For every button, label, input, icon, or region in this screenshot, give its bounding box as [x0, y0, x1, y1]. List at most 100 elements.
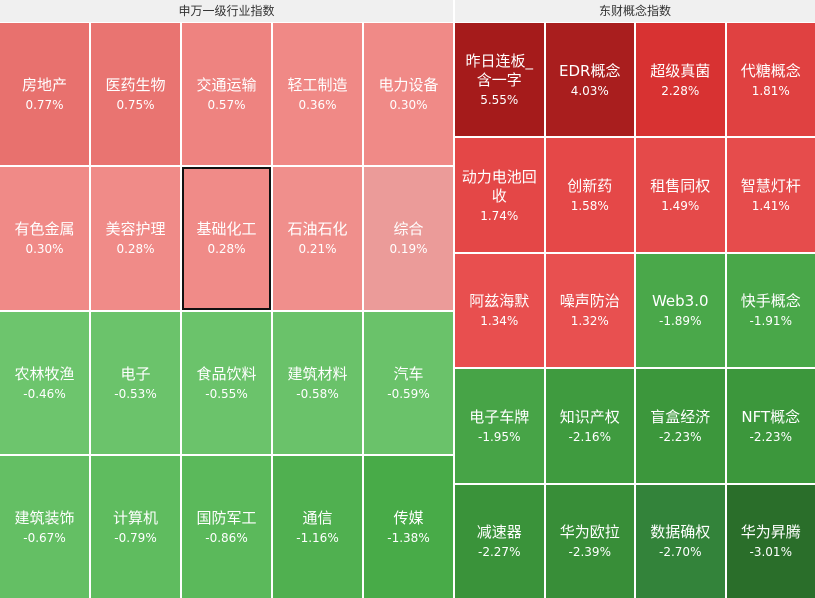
cell-change: -2.70%	[659, 545, 702, 560]
heatmap-cell[interactable]: 超级真菌 2.28%	[636, 23, 725, 137]
heatmap-cell[interactable]: 电子 -0.53%	[91, 311, 180, 454]
cell-name: 国防军工	[196, 508, 257, 527]
cell-change: 0.30%	[25, 242, 64, 257]
cell-change: 0.77%	[25, 98, 64, 113]
cell-name: 综合	[393, 220, 424, 239]
cell-change: -0.86%	[205, 530, 248, 545]
cell-name: 石油石化	[287, 220, 348, 239]
heatmap-cell[interactable]: 综合 0.19%	[364, 167, 453, 310]
heatmap-cell[interactable]: 智慧灯杆 1.41%	[726, 138, 815, 252]
cell-change: -1.16%	[296, 530, 339, 545]
heatmap-cell[interactable]: 电力设备 0.30%	[364, 23, 453, 166]
cell-change: -0.46%	[23, 386, 66, 401]
cell-change: -2.23%	[659, 429, 702, 444]
cell-name: EDR概念	[559, 61, 621, 80]
cell-change: 1.34%	[480, 314, 519, 329]
heatmap-cell[interactable]: 建筑材料 -0.58%	[273, 311, 362, 454]
heatmap-cell[interactable]: 昨日连板_含一字 5.55%	[455, 23, 544, 137]
heatmap-cell[interactable]: 创新药 1.58%	[545, 138, 634, 252]
cell-change: 1.32%	[570, 314, 609, 329]
cell-name: 动力电池回收	[461, 167, 537, 205]
cell-change: 1.74%	[480, 208, 519, 223]
heatmap-cell[interactable]: 数据确权 -2.70%	[636, 484, 725, 598]
heatmap-cell[interactable]: 国防军工 -0.86%	[182, 455, 271, 598]
cell-name: Web3.0	[651, 292, 709, 311]
heatmap-cell[interactable]: Web3.0 -1.89%	[636, 253, 725, 368]
cell-change: -1.91%	[749, 314, 792, 329]
cell-change: 1.81%	[751, 83, 790, 98]
cell-change: 4.03%	[570, 83, 609, 98]
heatmap-cell[interactable]: 华为欧拉 -2.39%	[545, 484, 634, 598]
cell-change: -0.79%	[114, 530, 157, 545]
cell-name: 知识产权	[559, 407, 620, 426]
cell-name: 电力设备	[378, 76, 439, 95]
heatmap-cell[interactable]: 盲盒经济 -2.23%	[636, 369, 725, 483]
cell-name: 建筑装饰	[14, 508, 75, 527]
heatmap-cell[interactable]: EDR概念 4.03%	[545, 23, 634, 137]
cell-name: 房地产	[21, 76, 67, 95]
cell-name: 快手概念	[740, 292, 801, 311]
cell-name: 计算机	[112, 508, 158, 527]
cell-name: 通信	[302, 508, 333, 527]
heatmap-cell[interactable]: 华为昇腾 -3.01%	[726, 484, 815, 598]
cell-name: 减速器	[476, 523, 522, 542]
heatmap-cell[interactable]: 计算机 -0.79%	[91, 455, 180, 598]
heatmap-cell[interactable]: 噪声防治 1.32%	[545, 253, 634, 368]
cell-change: 1.58%	[570, 199, 609, 214]
industry-grid: 房地产 0.77% 医药生物 0.75% 交通运输 0.57% 轻工制造 0.36% 电力设备 0…	[0, 22, 453, 598]
heatmap-cell[interactable]: 阿兹海默 1.34%	[455, 253, 544, 368]
cell-change: -0.55%	[205, 386, 248, 401]
cell-change: 0.21%	[298, 242, 337, 257]
heatmap-cell[interactable]: 美容护理 0.28%	[91, 167, 180, 310]
cell-name: 数据确权	[650, 523, 711, 542]
cell-name: 阿兹海默	[469, 292, 530, 311]
heatmap-cell[interactable]: 基础化工 0.28%	[182, 167, 271, 310]
cell-name: 创新药	[567, 177, 613, 196]
cell-name: 交通运输	[196, 76, 257, 95]
heatmap-cell[interactable]: 电子车牌 -1.95%	[455, 369, 544, 483]
cell-name: 汽车	[393, 364, 424, 383]
heatmap-cell[interactable]: NFT概念 -2.23%	[726, 369, 815, 483]
cell-change: 0.28%	[207, 242, 246, 257]
cell-name: 传媒	[393, 508, 424, 527]
cell-change: -2.39%	[568, 545, 611, 560]
panel-title: 申万一级行业指数	[0, 0, 453, 22]
cell-name: 华为昇腾	[740, 523, 801, 542]
heatmap-cell[interactable]: 减速器 -2.27%	[455, 484, 544, 598]
cell-change: 2.28%	[661, 83, 700, 98]
cell-name: 基础化工	[196, 220, 257, 239]
cell-change: 0.75%	[116, 98, 155, 113]
cell-change: 0.30%	[389, 98, 428, 113]
heatmap-cell[interactable]: 建筑装饰 -0.67%	[0, 455, 89, 598]
cell-name: 昨日连板_含一字	[465, 52, 533, 90]
cell-change: -0.53%	[114, 386, 157, 401]
heatmap-cell[interactable]: 轻工制造 0.36%	[273, 23, 362, 166]
heatmap-cell[interactable]: 代糖概念 1.81%	[726, 23, 815, 137]
heatmap-cell[interactable]: 汽车 -0.59%	[364, 311, 453, 454]
heatmap-cell[interactable]: 石油石化 0.21%	[273, 167, 362, 310]
heatmap-cell[interactable]: 医药生物 0.75%	[91, 23, 180, 166]
panel-title: 东财概念指数	[455, 0, 815, 22]
heatmap-cell[interactable]: 食品饮料 -0.55%	[182, 311, 271, 454]
cell-name: NFT概念	[741, 407, 801, 426]
heatmap-cell[interactable]: 房地产 0.77%	[0, 23, 89, 166]
cell-change: 0.57%	[207, 98, 246, 113]
heatmap-cell[interactable]: 动力电池回收 1.74%	[455, 138, 544, 252]
heatmap-cell[interactable]: 通信 -1.16%	[273, 455, 362, 598]
heatmap-cell[interactable]: 传媒 -1.38%	[364, 455, 453, 598]
heatmap-cell[interactable]: 租售同权 1.49%	[636, 138, 725, 252]
cell-name: 轻工制造	[287, 76, 348, 95]
cell-change: 0.19%	[389, 242, 428, 257]
heatmap-cell[interactable]: 农林牧渔 -0.46%	[0, 311, 89, 454]
cell-name: 食品饮料	[196, 364, 257, 383]
cell-name: 电子	[120, 364, 151, 383]
cell-change: 0.36%	[298, 98, 337, 113]
heatmap-cell[interactable]: 交通运输 0.57%	[182, 23, 271, 166]
heatmap-cell[interactable]: 快手概念 -1.91%	[726, 253, 815, 368]
cell-name: 建筑材料	[287, 364, 348, 383]
cell-change: -0.58%	[296, 386, 339, 401]
heatmap-cell[interactable]: 知识产权 -2.16%	[545, 369, 634, 483]
cell-change: -2.27%	[478, 545, 521, 560]
heatmap-cell[interactable]: 有色金属 0.30%	[0, 167, 89, 310]
